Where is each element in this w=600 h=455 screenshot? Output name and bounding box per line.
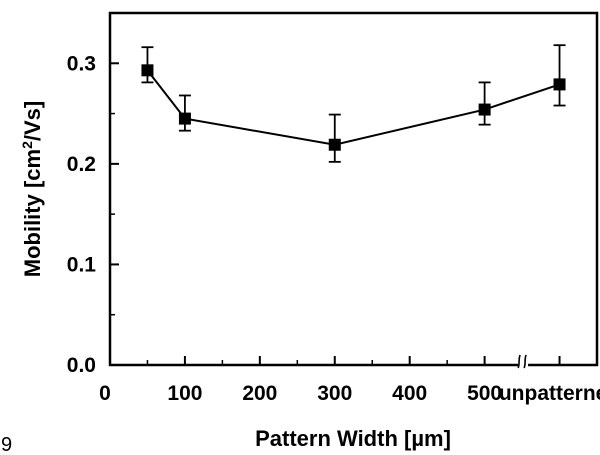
y-axis-ticks xyxy=(110,62,119,316)
series-line xyxy=(146,69,560,146)
y-tick-label: 0.2 xyxy=(67,153,96,176)
data-point-100 xyxy=(178,112,191,125)
y-tick-label: 0.0 xyxy=(67,354,96,377)
x-tick-label: 0 xyxy=(99,382,111,405)
plot-frame xyxy=(108,11,599,367)
data-point-50 xyxy=(141,64,154,77)
x-tick-label: 400 xyxy=(392,382,427,405)
x-tick-label: 300 xyxy=(317,382,352,405)
data-point-300 xyxy=(328,138,341,151)
axis-break-stroke xyxy=(523,354,527,369)
y-axis-tick-labels: 0.0 0.1 0.2 0.3 xyxy=(67,52,97,377)
x-axis-title: Pattern Width [µm] xyxy=(255,426,451,451)
error-bars xyxy=(141,44,566,163)
x-tick-label: 200 xyxy=(242,382,277,405)
x-tick-label: 500 xyxy=(467,382,502,405)
x-tick-label: 100 xyxy=(167,382,202,405)
corner-label: 9 xyxy=(1,434,12,455)
axis-break-stroke xyxy=(517,354,521,369)
axis-break-mark xyxy=(517,354,529,369)
x-tick-label: unpatterned xyxy=(499,382,600,405)
data-markers xyxy=(141,64,566,151)
y-tick-label: 0.1 xyxy=(67,253,97,276)
x-axis-tick-labels: 0 100 200 300 400 500unpatterned xyxy=(99,382,600,405)
y-axis-title-post: /Vs] xyxy=(20,101,45,141)
data-point-500 xyxy=(478,103,491,116)
y-axis-title: Mobility [cm2/Vs] xyxy=(19,101,45,278)
y-axis-title-pre: Mobility [cm xyxy=(20,149,45,277)
data-point-unpatterned xyxy=(553,78,566,91)
y-axis-title-sup: 2 xyxy=(19,141,35,149)
axis-break-gap xyxy=(518,355,529,369)
x-axis-ticks xyxy=(146,356,561,365)
y-tick-label: 0.3 xyxy=(67,52,96,75)
